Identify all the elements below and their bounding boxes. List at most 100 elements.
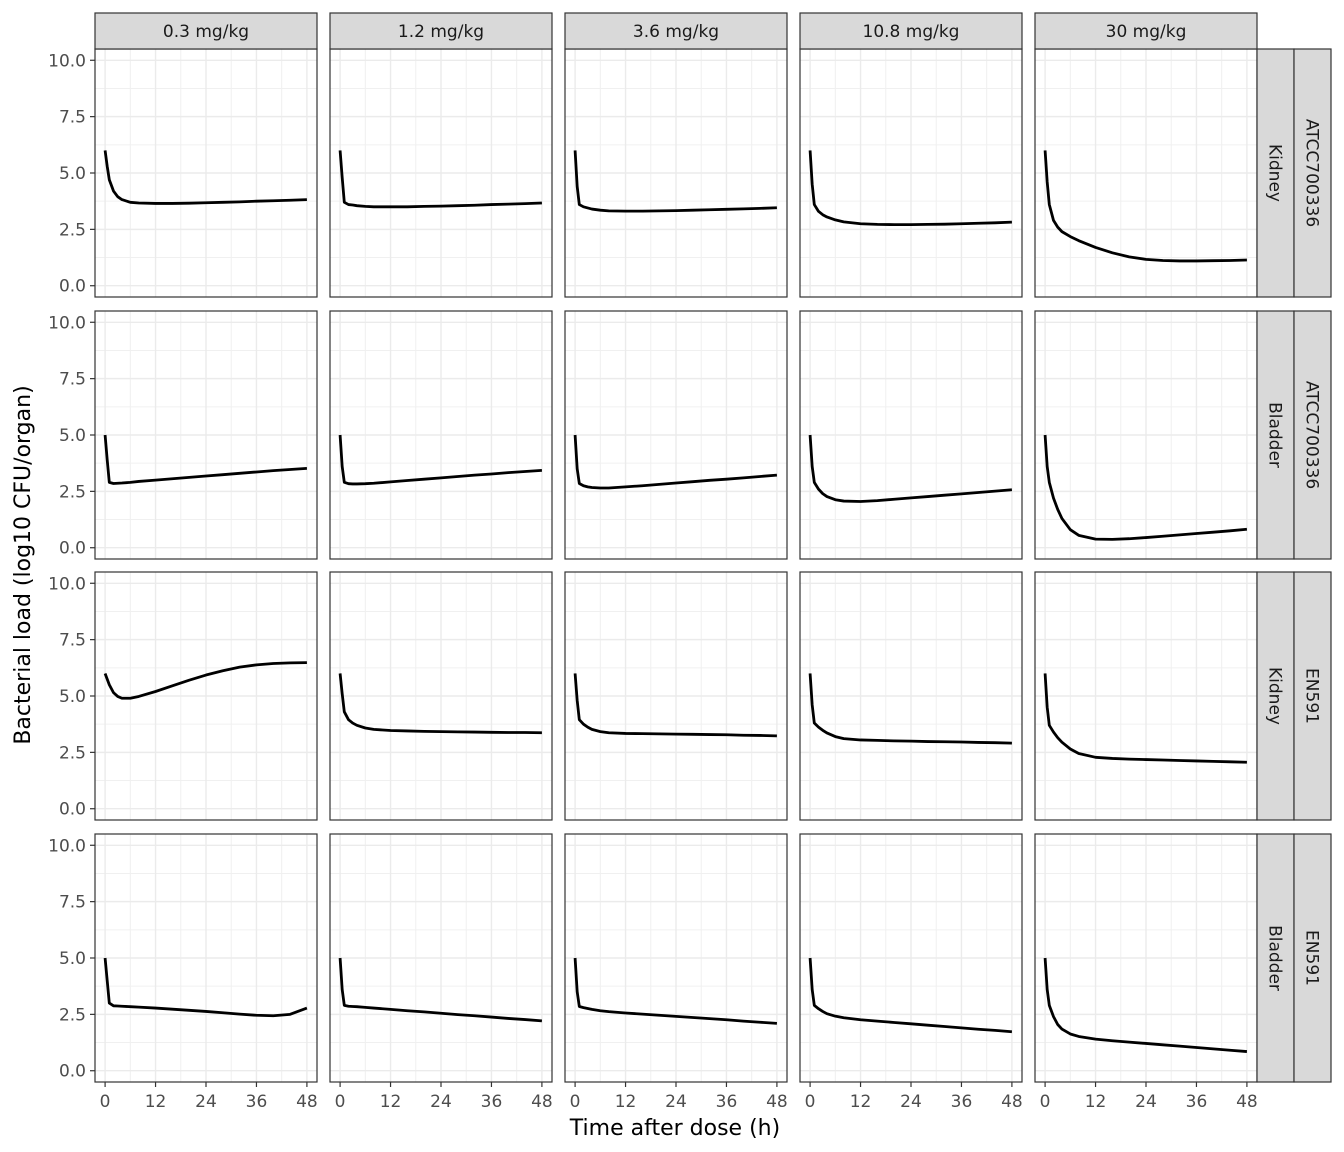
column-strip-label: 0.3 mg/kg: [163, 22, 249, 42]
panel-r4-c3: [564, 833, 788, 1083]
panel-r1-c1: [94, 48, 318, 298]
panel-r3-c1: [94, 571, 318, 821]
x-tick-label: 24: [430, 1092, 452, 1112]
x-tick-label: 12: [1085, 1092, 1107, 1112]
y-tick-label: 5.0: [59, 949, 86, 969]
series-line: [808, 673, 1012, 745]
y-tick-label: 0.0: [59, 800, 86, 820]
x-tick-label: 36: [481, 1092, 503, 1112]
series-line: [338, 673, 542, 735]
panel-r3-c5: [1034, 571, 1258, 821]
organ-strip-label: Bladder: [1265, 925, 1285, 991]
strain-strip-background: [1293, 833, 1332, 1083]
y-tick-label: 10.0: [48, 51, 86, 71]
organ-strip-background: [1256, 833, 1295, 1083]
series-line: [808, 434, 1013, 503]
panel-border: [799, 310, 1023, 560]
panels-layer: [94, 48, 1258, 1083]
column-strip-1: 0.3 mg/kg: [94, 12, 318, 50]
series-line: [1043, 957, 1248, 1053]
organ-strip-label: Kidney: [1265, 667, 1285, 725]
series-line: [573, 434, 778, 490]
y-tick-label: 5.0: [59, 164, 86, 184]
y-tick-label: 0.0: [59, 539, 86, 559]
row-strip-2: Bladder ATCC700336: [1256, 310, 1332, 560]
organ-strip-label: Bladder: [1265, 402, 1285, 468]
column-strip-label: 3.6 mg/kg: [633, 22, 719, 42]
panel-r2-c3: [564, 310, 788, 560]
x-tick-label: 48: [1001, 1092, 1023, 1112]
series-line: [103, 661, 307, 700]
row-strip-3: Kidney EN591: [1256, 571, 1332, 821]
panel-r1-c4: [799, 48, 1023, 298]
strip-background: [1034, 12, 1258, 50]
x-tick-label: 48: [296, 1092, 318, 1112]
y-tick-label: 2.5: [59, 743, 86, 763]
ticks-layer: 0.0 2.5 5.0 7.5 10.0 0.0 2.5 5.0 7.5 10.0 0.0 2.5 5.…: [48, 51, 1258, 1112]
y-tick-label: 7.5: [59, 108, 86, 128]
column-strip-label: 10.8 mg/kg: [863, 22, 960, 42]
column-strip-4: 10.8 mg/kg: [799, 12, 1023, 50]
x-tick-label: 0: [570, 1092, 581, 1112]
series-line: [338, 434, 543, 486]
strain-strip-background: [1293, 310, 1332, 560]
row-strip-4: Bladder EN591: [1256, 833, 1332, 1083]
y-tick-label: 7.5: [59, 893, 86, 913]
panel-r2-c1: [94, 310, 318, 560]
y-tick-label: 10.0: [48, 313, 86, 333]
x-tick-label: 48: [531, 1092, 553, 1112]
strip-background: [799, 12, 1023, 50]
x-tick-label: 24: [195, 1092, 217, 1112]
x-tick-label: 0: [1040, 1092, 1051, 1112]
y-tick-label: 7.5: [59, 631, 86, 651]
y-tick-label: 0.0: [59, 277, 86, 297]
panel-r2-c4: [799, 310, 1023, 560]
strain-strip-label: EN591: [1302, 930, 1322, 986]
y-tick-label: 7.5: [59, 370, 86, 390]
column-strip-label: 30 mg/kg: [1106, 22, 1187, 42]
x-tick-label: 36: [716, 1092, 738, 1112]
panel-r4-c4: [799, 833, 1023, 1083]
x-tick-label: 12: [850, 1092, 872, 1112]
series-line: [808, 957, 1013, 1034]
x-tick-label: 12: [615, 1092, 637, 1112]
series-line: [808, 150, 1012, 227]
x-tick-label: 48: [1236, 1092, 1258, 1112]
series-line: [338, 150, 542, 209]
series-line: [1043, 434, 1248, 541]
series-line: [1043, 673, 1247, 764]
series-line: [573, 673, 777, 738]
strain-strip-label: ATCC700336: [1302, 381, 1322, 489]
x-tick-label: 0: [100, 1092, 111, 1112]
panel-r1-c5: [1034, 48, 1258, 298]
y-tick-label: 0.0: [59, 1062, 86, 1082]
series-line: [338, 957, 543, 1023]
panel-r3-c3: [564, 571, 788, 821]
x-tick-label: 0: [335, 1092, 346, 1112]
series-line: [1043, 150, 1247, 263]
strips-layer: 0.3 mg/kg 1.2 mg/kg 3.6 mg/kg 10.8 mg/kg 30 …: [94, 12, 1332, 1083]
series-line: [103, 150, 307, 205]
x-tick-label: 12: [145, 1092, 167, 1112]
x-tick-label: 48: [766, 1092, 788, 1112]
series-line: [573, 150, 777, 213]
panel-r4-c5: [1034, 833, 1258, 1083]
panel-border: [329, 571, 553, 821]
panel-r1-c2: [329, 48, 553, 298]
strip-background: [564, 12, 788, 50]
series-line: [103, 957, 308, 1018]
x-tick-label: 24: [900, 1092, 922, 1112]
x-tick-label: 24: [1135, 1092, 1157, 1112]
x-tick-label: 36: [951, 1092, 973, 1112]
x-tick-label: 36: [246, 1092, 268, 1112]
panel-r4-c2: [329, 833, 553, 1083]
y-tick-label: 5.0: [59, 687, 86, 707]
panel-r4-c1: [94, 833, 318, 1083]
column-strip-2: 1.2 mg/kg: [329, 12, 553, 50]
strip-background: [329, 12, 553, 50]
y-axis-title: Bacterial load (log10 CFU/organ): [11, 385, 36, 744]
y-tick-label: 2.5: [59, 1005, 86, 1025]
y-tick-label: 10.0: [48, 836, 86, 856]
panel-border: [799, 571, 1023, 821]
